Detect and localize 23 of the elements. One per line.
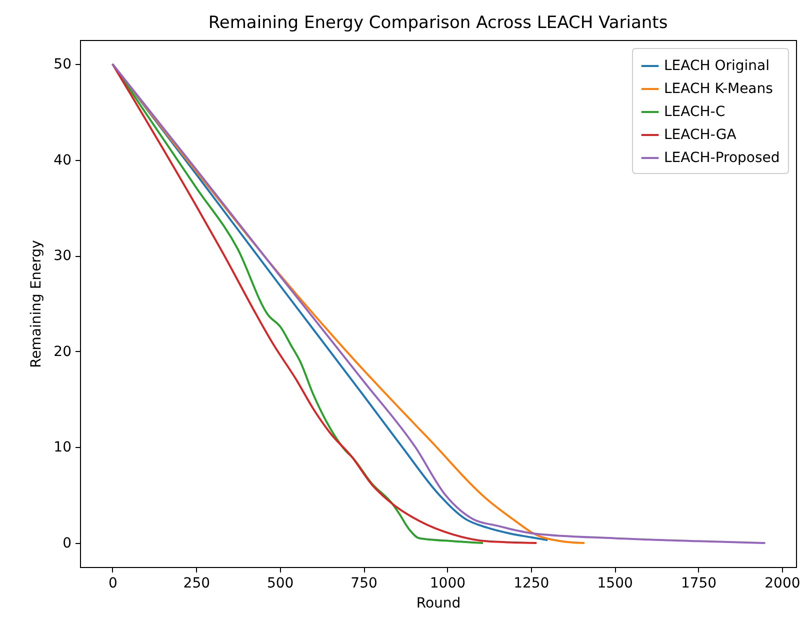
y-tick-label: 0 — [62, 536, 72, 552]
x-tick-label: 1500 — [597, 576, 633, 592]
y-axis-title: Remaining Energy — [28, 240, 45, 368]
x-tick-label: 1000 — [430, 576, 466, 592]
x-tick-label: 500 — [266, 576, 294, 592]
chart-title: Remaining Energy Comparison Across LEACH Variants — [208, 13, 668, 33]
legend-label: LEACH-GA — [664, 127, 737, 143]
x-tick-label: 750 — [350, 576, 378, 592]
x-tick-label: 1750 — [680, 576, 717, 592]
x-tick-label: 250 — [183, 576, 210, 592]
y-tick-label: 40 — [54, 152, 72, 168]
legend-label: LEACH-C — [664, 104, 726, 120]
x-tick-label: 1250 — [514, 576, 550, 592]
x-axis-title: Round — [416, 596, 461, 612]
legend-label: LEACH-Proposed — [664, 150, 780, 166]
y-tick-label: 50 — [54, 56, 72, 72]
y-tick-label: 30 — [54, 248, 72, 264]
legend-label: LEACH Original — [664, 58, 770, 74]
x-tick-label: 0 — [108, 576, 118, 592]
y-tick-label: 20 — [54, 344, 72, 360]
y-tick-label: 10 — [54, 440, 72, 456]
legend-label: LEACH K-Means — [664, 81, 773, 97]
x-tick-label: 2000 — [764, 576, 800, 592]
